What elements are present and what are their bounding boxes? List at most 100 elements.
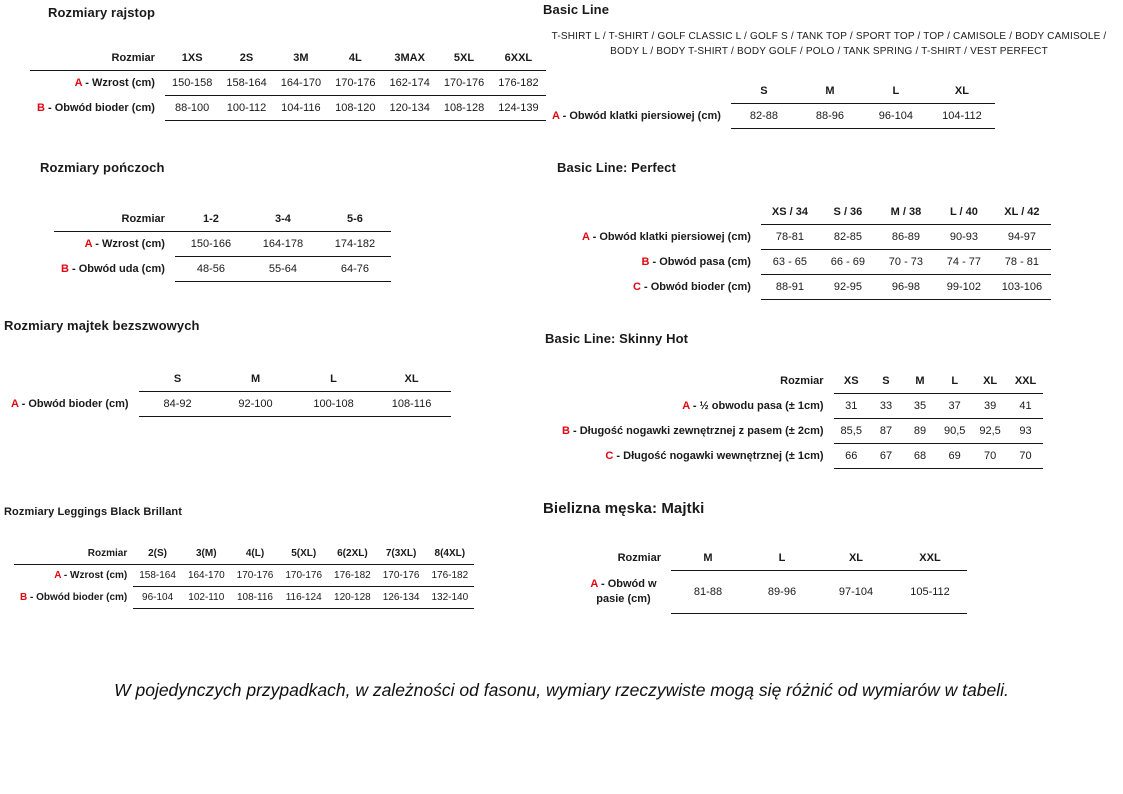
size-value: 88-96 — [796, 103, 863, 129]
measurement-row: C - Obwód bioder (cm) 88-91 92-95 96-98 99-1… — [575, 274, 1051, 300]
section-title: Rozmiary Leggings Black Brillant — [4, 506, 183, 518]
size-column-header: XL — [372, 367, 451, 392]
size-value: 85,5 — [833, 418, 869, 444]
size-value: 31 — [833, 393, 869, 419]
size-column-header: L — [936, 369, 973, 394]
measurement-row: A - Wzrost (cm) 150-158 158-164 164-170 170-… — [30, 70, 546, 96]
dimension-letter: B — [562, 425, 570, 437]
size-column-header: 4L — [328, 46, 383, 71]
size-column-header: 5-6 — [318, 207, 391, 232]
size-column-header: 6(2XL) — [328, 543, 377, 565]
size-column-header: XL / 42 — [992, 200, 1051, 225]
size-value: 82-85 — [818, 224, 877, 250]
size-value: 104-112 — [928, 103, 995, 129]
dimension-letter: A — [552, 110, 560, 122]
size-value: 92-95 — [818, 274, 877, 300]
dimension-letter: B — [20, 592, 28, 603]
majtki-bezszwowe-size-table: S M L XL A - Obwód bioder (cm) 84-92 92-100 100… — [4, 367, 451, 417]
size-value: 105-112 — [893, 570, 967, 614]
size-column-header: 2S — [219, 46, 274, 71]
product-list-subtitle: T-SHIRT L / T-SHIRT / GOLF CLASSIC L / G… — [551, 31, 1107, 57]
size-column-header: L — [745, 546, 819, 571]
size-column-header: M — [796, 79, 863, 104]
size-value: 120-128 — [328, 586, 377, 609]
size-value: 99-102 — [934, 274, 993, 300]
corner-label: Rozmiar — [780, 375, 824, 388]
size-column-header: S / 36 — [818, 200, 877, 225]
corner-spacer — [575, 200, 761, 225]
size-value: 100-112 — [219, 95, 274, 121]
size-value: 67 — [868, 443, 903, 469]
dimension-letter: C — [632, 281, 641, 293]
row-label: A - Obwód klatki piersiowej (cm) — [552, 110, 721, 122]
dimension-letter: A — [54, 570, 62, 582]
size-column-header: 1-2 — [174, 207, 247, 232]
size-column-header: 3(M) — [181, 543, 231, 565]
size-column-header: XXL — [893, 546, 967, 571]
header-row: Rozmiar 1-2 3-4 5-6 — [54, 207, 391, 232]
section-title: Rozmiary majtek bezszwowych — [4, 318, 200, 333]
size-column-header: 5XL — [436, 46, 492, 71]
size-column-header: M — [216, 367, 295, 392]
size-column-header: 3MAX — [382, 46, 437, 71]
size-value: 94-97 — [992, 224, 1051, 250]
size-value: 170-176 — [436, 70, 492, 96]
header-row: Rozmiar M L XL XXL — [579, 546, 967, 571]
perfect-size-table: XS / 34 S / 36 M / 38 L / 40 XL / 42 A - Obwó… — [575, 200, 1051, 300]
size-column-header: L — [294, 367, 373, 392]
size-value: 86-89 — [876, 224, 935, 250]
corner-spacer — [4, 367, 139, 392]
row-label: C - Obwód bioder (cm) — [632, 281, 751, 293]
size-column-header: XL — [928, 79, 995, 104]
measurement-row: A - Wzrost (cm) 158-164 164-170 170-176 170-… — [14, 564, 475, 587]
size-column-header: M — [671, 546, 745, 571]
size-column-header: 4(L) — [230, 543, 280, 565]
size-value: 104-116 — [273, 95, 329, 121]
dimension-letter: A — [11, 398, 19, 410]
size-value: 39 — [972, 393, 1008, 419]
section-leggings-black-brillant: Rozmiary Leggings Black Brillant Rozmiar… — [4, 506, 475, 609]
size-column-header: XS / 34 — [760, 200, 819, 225]
section-title: Bielizna męska: Majtki — [543, 500, 705, 517]
section-title: Rozmiary rajstop — [48, 5, 156, 20]
size-value: 170-176 — [328, 70, 383, 96]
size-value: 84-92 — [138, 391, 217, 417]
size-value: 92-100 — [216, 391, 295, 417]
size-value: 158-164 — [133, 564, 182, 587]
row-label: A - Wzrost (cm) — [54, 570, 128, 582]
measurement-row: A - Obwód w pasie (cm) 81-88 89-96 97-104 10… — [579, 570, 967, 614]
size-column-header: S — [868, 369, 903, 394]
section-bielizna-meska-majtki: Bielizna męska: Majtki Rozmiar M L XL XXL A -… — [543, 500, 967, 614]
header-row: Rozmiar XS S M L XL XXL — [555, 369, 1044, 394]
size-value: 74 - 77 — [934, 249, 993, 275]
row-label: A - Obwód w pasie (cm) — [590, 577, 657, 605]
row-label: A - Obwód klatki piersiowej (cm) — [582, 231, 751, 243]
size-value: 64-76 — [318, 256, 391, 282]
size-value: 116-124 — [279, 586, 329, 609]
size-column-header: L / 40 — [934, 200, 993, 225]
size-value: 66 — [833, 443, 869, 469]
dimension-letter: A — [74, 77, 83, 90]
ponczochy-size-table: Rozmiar 1-2 3-4 5-6 A - Wzrost (cm) 150-166 16… — [54, 207, 391, 282]
measurement-row: B - Długość nogawki zewnętrznej z pasem … — [555, 418, 1044, 444]
size-value: 66 - 69 — [818, 249, 877, 275]
measurement-row: A - Obwód bioder (cm) 84-92 92-100 100-108 1… — [4, 391, 451, 417]
size-column-header: 6XXL — [491, 46, 546, 71]
row-label: B - Obwód bioder (cm) — [20, 592, 128, 603]
size-value: 48-56 — [174, 256, 247, 282]
size-value: 89-96 — [745, 570, 819, 614]
size-value: 78-81 — [760, 224, 819, 250]
measurement-row: B - Obwód bioder (cm) 96-104 102-110 108-11… — [14, 586, 475, 609]
dimension-letter: C — [605, 450, 614, 462]
size-value: 63 - 65 — [760, 249, 819, 275]
size-value: 78 - 81 — [992, 249, 1051, 275]
size-value: 102-110 — [181, 586, 231, 609]
size-value: 70 — [1007, 443, 1044, 469]
row-label: B - Obwód bioder (cm) — [37, 102, 155, 114]
size-value: 126-134 — [376, 586, 426, 609]
section-title: Basic Line: Skinny Hot — [545, 331, 689, 346]
size-column-header: 3-4 — [246, 207, 319, 232]
size-value: 70 - 73 — [876, 249, 935, 275]
section-majtki-bezszwowe: Rozmiary majtek bezszwowych S M L XL A - Obw… — [4, 318, 451, 417]
measurement-row: C - Długość nogawki wewnętrznej (± 1cm) 6… — [555, 443, 1044, 469]
